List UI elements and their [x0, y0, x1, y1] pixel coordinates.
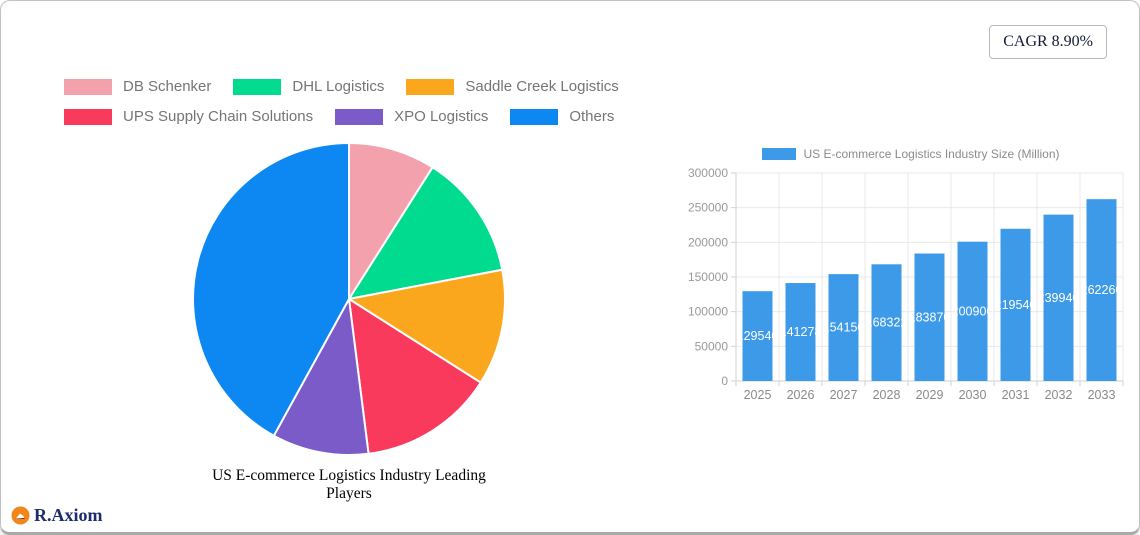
pie-svg [192, 142, 507, 456]
bar-svg: 0 50000 100000 150000 200000 250000 300000 1295… [688, 166, 1124, 402]
pie-chart-title: US E-commerce Logistics Industry Leading… [212, 467, 486, 502]
legend-swatch-icon [64, 78, 112, 95]
x-axis-label: 2029 [916, 388, 944, 402]
bar-legend-label: US E-commerce Logistics Industry Size (M… [803, 147, 1060, 161]
bar-value-label: 183870 [909, 310, 951, 324]
legend-swatch-icon [335, 108, 384, 125]
bar-value-label: 200900 [952, 304, 994, 318]
bar-2027[interactable] [828, 274, 859, 381]
pie-legend-item-db-schenker[interactable]: DB Schenker [64, 78, 211, 95]
pie-slice-ups-supply-chain-solutions[interactable] [348, 298, 482, 455]
brand-logo: R.Axiom [11, 505, 103, 526]
x-axis-label: 2026 [787, 388, 815, 402]
bar-2033[interactable] [1086, 199, 1117, 381]
pie-legend-item-others[interactable]: Others [510, 108, 614, 125]
bar-2032[interactable] [1043, 214, 1074, 381]
x-axis-label: 2032 [1045, 388, 1073, 402]
y-axis-label: 0 [721, 374, 728, 388]
pie-legend-item-xpo-logistics[interactable]: XPO Logistics [335, 108, 488, 125]
legend-label: DB Schenker [123, 78, 212, 95]
y-axis-label: 50000 [695, 339, 729, 353]
pie-legend-item-dhl-logistics[interactable]: DHL Logistics [233, 78, 384, 95]
cagr-badge: CAGR 8.90% [989, 25, 1107, 59]
pie-legend-item-saddle-creek-logistics[interactable]: Saddle Creek Logistics [406, 78, 619, 95]
pie-chart [191, 141, 507, 457]
bar-2029[interactable] [914, 253, 945, 381]
bar-2030[interactable] [957, 241, 988, 381]
legend-label: UPS Supply Chain Solutions [123, 108, 314, 125]
y-axis-label: 300000 [688, 166, 728, 180]
bar-value-label: 168322 [866, 316, 908, 330]
bar-2031[interactable] [1000, 228, 1031, 381]
x-axis-label: 2033 [1088, 388, 1116, 402]
brand-name: R.Axiom [34, 505, 103, 525]
y-axis-label: 100000 [688, 305, 728, 319]
x-axis-label: 2025 [744, 388, 772, 402]
legend-label: DHL Logistics [292, 78, 385, 95]
pie-slice-db-schenker[interactable] [348, 142, 434, 300]
pie-slice-dhl-logistics[interactable] [348, 166, 504, 300]
brand-logo-icon [11, 506, 30, 525]
pie-slice-xpo-logistics[interactable] [272, 298, 370, 456]
bar-value-label: 262260 [1081, 283, 1123, 297]
legend-swatch-icon [64, 108, 112, 125]
bar-value-label: 239940 [1038, 291, 1080, 305]
bar-value-label: 154150 [823, 321, 865, 335]
bar-legend-swatch-icon [762, 148, 797, 160]
legend-label: XPO Logistics [394, 108, 489, 125]
bar-value-label: 129540 [737, 329, 779, 343]
bar-value-label: 219540 [995, 298, 1037, 312]
pie-legend-row: UPS Supply Chain Solutions XPO Logistics O… [64, 108, 619, 125]
bar-value-label: 141278 [780, 325, 822, 339]
bar-chart: US E-commerce Logistics Industry Size (M… [681, 141, 1139, 411]
legend-label: Saddle Creek Logistics [465, 78, 619, 95]
bar-2028[interactable] [871, 264, 902, 381]
x-axis-label: 2027 [830, 388, 858, 402]
pie-legend-row: DB Schenker DHL Logistics Saddle Creek Log… [64, 78, 619, 95]
y-axis-label: 200000 [688, 235, 728, 249]
legend-swatch-icon [510, 108, 559, 125]
legend-label: Others [569, 108, 615, 125]
pie-legend: DB Schenker DHL Logistics Saddle Creek Log… [64, 78, 619, 125]
legend-swatch-icon [406, 78, 455, 95]
legend-swatch-icon [233, 78, 282, 95]
pie-slice-saddle-creek-logistics[interactable] [348, 268, 507, 384]
bar-2025[interactable] [742, 291, 773, 381]
x-axis-label: 2031 [1002, 388, 1030, 402]
bar-legend-item[interactable]: US E-commerce Logistics Industry Size (M… [681, 147, 1139, 161]
x-axis-label: 2030 [959, 388, 987, 402]
x-axis-label: 2028 [873, 388, 901, 402]
pie-legend-item-ups-supply-chain-solutions[interactable]: UPS Supply Chain Solutions [64, 108, 313, 125]
bar-2026[interactable] [785, 283, 816, 381]
y-axis-label: 250000 [688, 201, 728, 215]
y-axis-label: 150000 [688, 270, 728, 284]
pie-slice-others[interactable] [192, 142, 350, 437]
